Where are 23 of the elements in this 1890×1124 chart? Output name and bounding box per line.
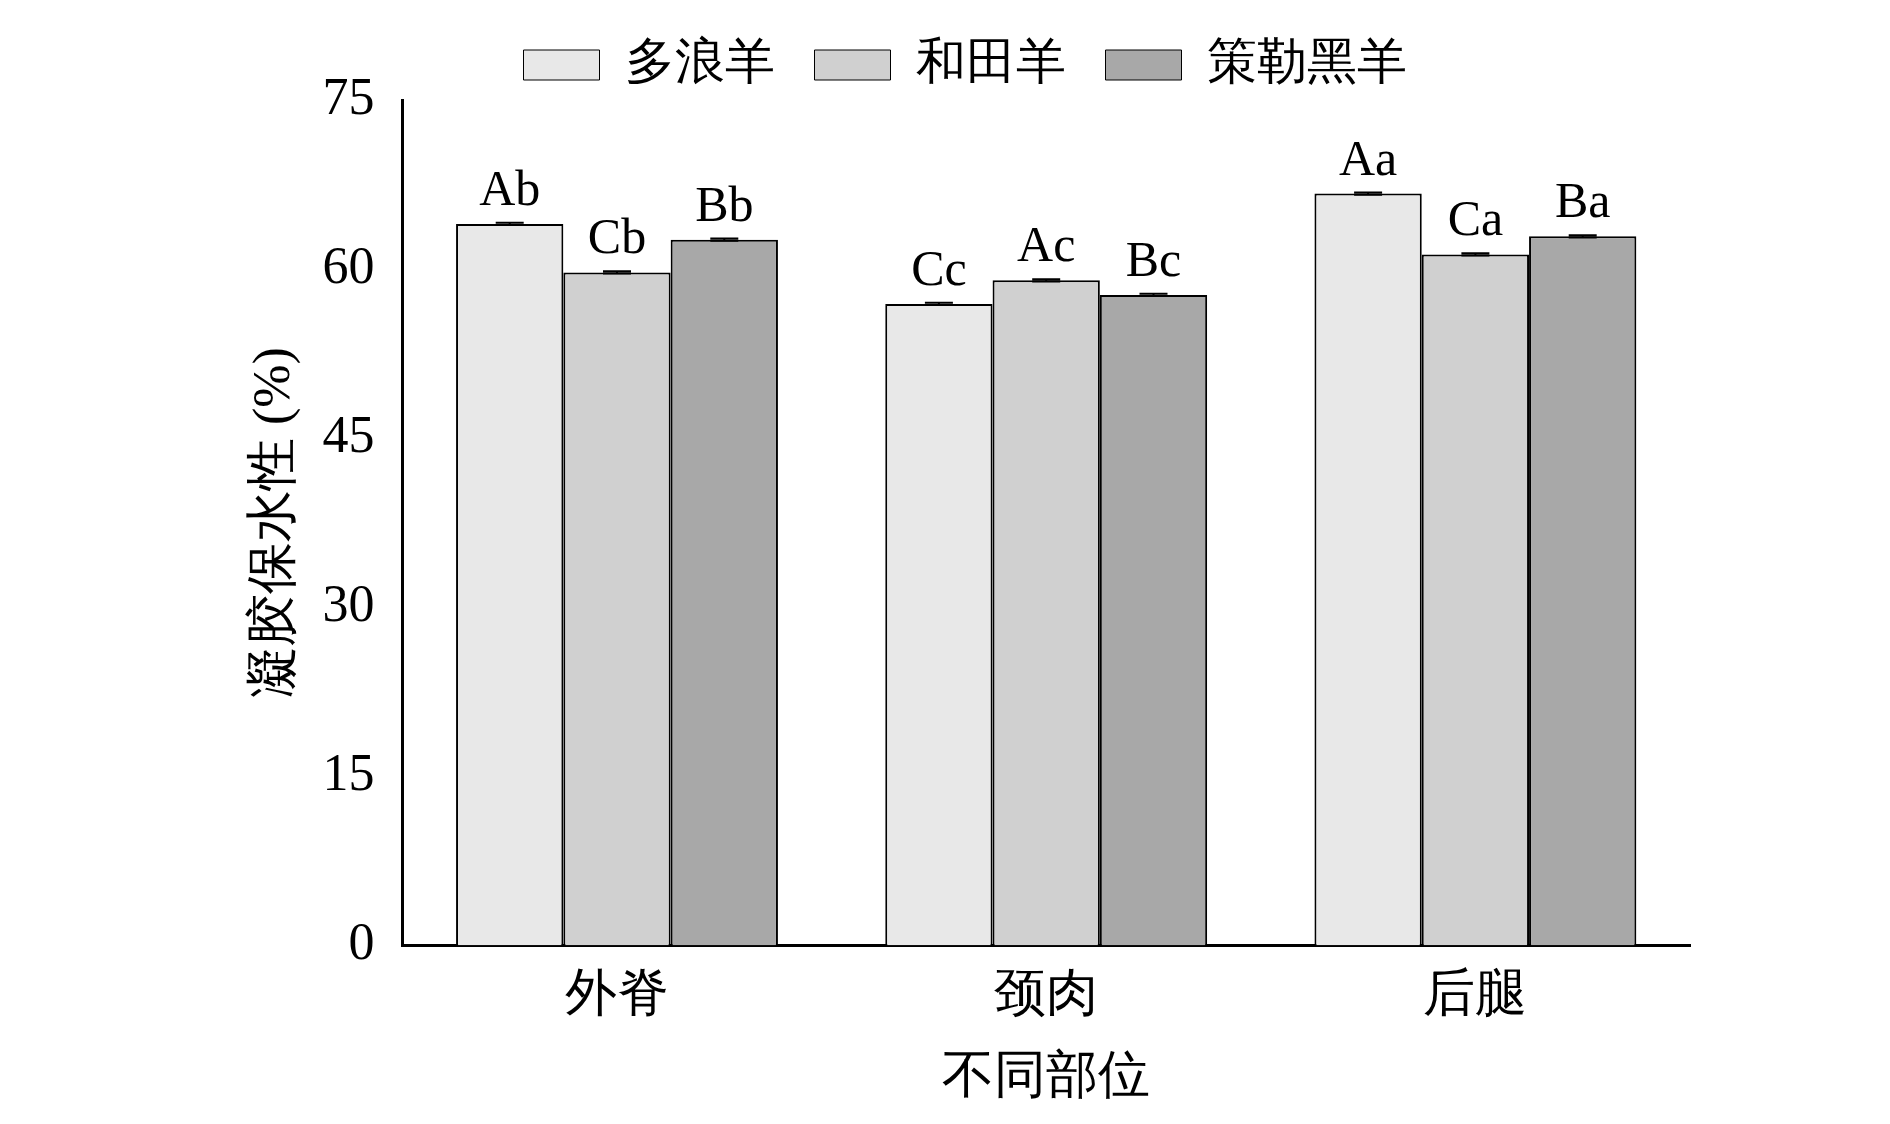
data-label: Cc <box>911 239 967 296</box>
data-label: Aa <box>1338 129 1398 186</box>
data-label: Bc <box>1125 230 1182 287</box>
y-tick-label: 75 <box>322 67 375 125</box>
y-tick-label: 15 <box>322 743 375 801</box>
y-tick-label: 30 <box>322 574 375 632</box>
x-axis-title: 不同部位 <box>942 1046 1151 1104</box>
legend-label: 策勒黑羊 <box>1206 33 1407 90</box>
x-tick-label: 颈肉 <box>994 964 1099 1022</box>
data-label: Cb <box>587 208 647 265</box>
data-label: Ca <box>1447 190 1504 247</box>
data-label: Ba <box>1554 172 1611 229</box>
data-label: Ac <box>1017 216 1076 273</box>
legend-label: 和田羊 <box>915 33 1066 90</box>
y-tick-label: 0 <box>348 912 375 970</box>
x-tick-label: 后腿 <box>1423 964 1528 1022</box>
y-axis-title: 凝胶保水性 (%) <box>242 347 301 699</box>
y-tick-label: 45 <box>322 405 375 463</box>
y-tick-label: 60 <box>322 236 375 294</box>
legend-label: 多浪羊 <box>624 33 775 90</box>
data-label: Ab <box>479 159 541 216</box>
data-label: Bb <box>695 175 754 232</box>
x-tick-label: 外脊 <box>565 964 669 1022</box>
